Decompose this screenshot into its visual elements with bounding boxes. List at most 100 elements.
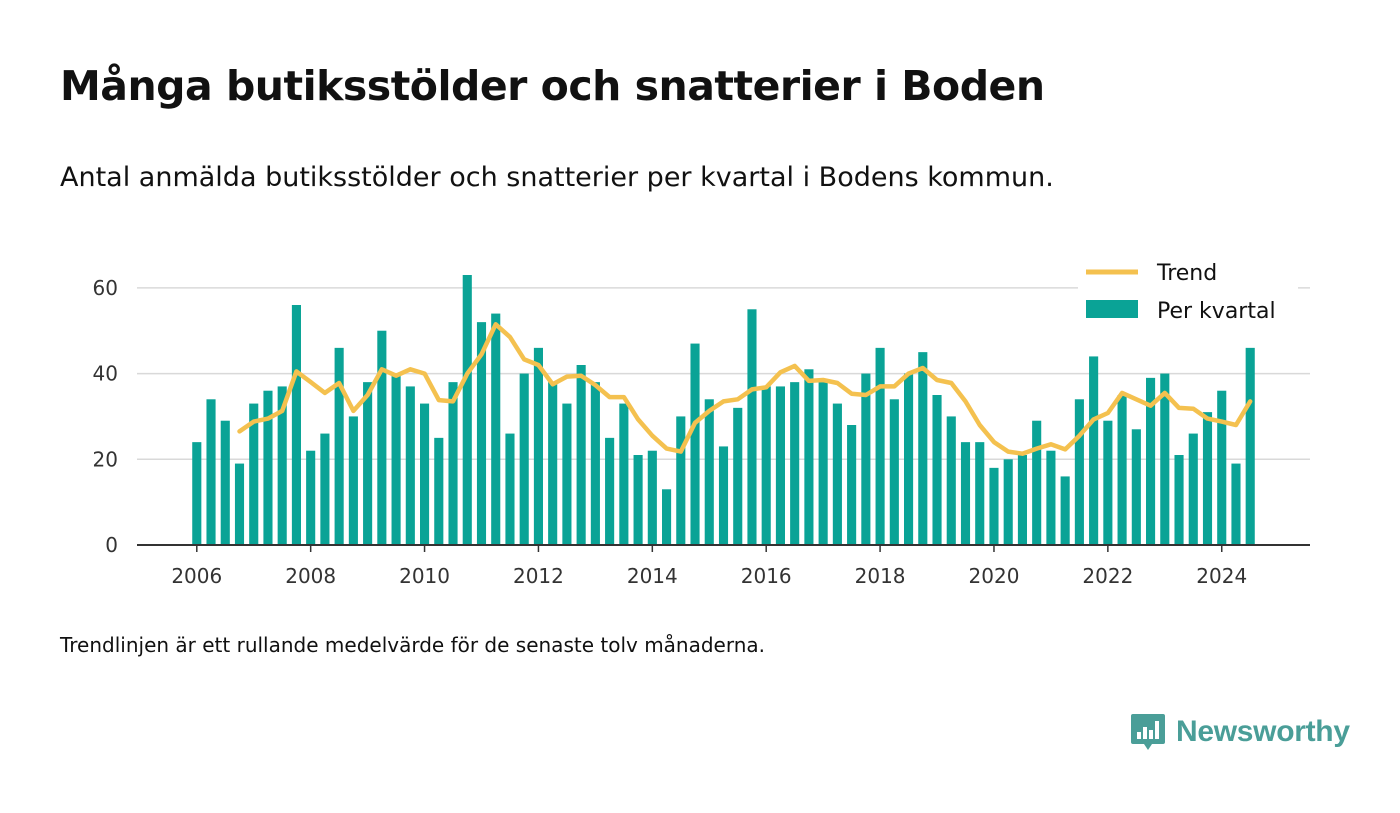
bar bbox=[1146, 377, 1156, 545]
bar bbox=[975, 442, 985, 545]
legend: Trend Per kvartal bbox=[1078, 255, 1298, 331]
legend-bars-swatch bbox=[1086, 300, 1138, 318]
x-tick-label: 2014 bbox=[627, 564, 678, 588]
x-tick-label: 2024 bbox=[1196, 564, 1247, 588]
bar bbox=[704, 399, 714, 545]
bar bbox=[1174, 455, 1184, 545]
trend-line bbox=[237, 322, 1253, 456]
bar bbox=[647, 450, 657, 545]
bar bbox=[605, 437, 615, 545]
bar bbox=[249, 403, 259, 545]
y-tick-label: 60 bbox=[93, 276, 118, 300]
x-tick-label: 2008 bbox=[285, 564, 336, 588]
bar bbox=[847, 425, 857, 545]
bar bbox=[875, 347, 885, 545]
bar bbox=[761, 386, 771, 545]
x-tick-label: 2020 bbox=[969, 564, 1020, 588]
bar bbox=[1202, 412, 1213, 545]
bar bbox=[405, 386, 415, 545]
bar bbox=[334, 347, 344, 545]
bar bbox=[291, 305, 301, 545]
bar bbox=[1117, 395, 1127, 545]
y-tick-label: 20 bbox=[93, 447, 118, 471]
bar bbox=[1089, 356, 1099, 545]
chart-title: Många butiksstölder och snatterier i Bod… bbox=[60, 62, 1045, 110]
bar bbox=[946, 416, 956, 545]
axes: 0 20 40 60 2006 2008 2010 2012 2014 2016 2018 2020 2… bbox=[93, 276, 1310, 588]
chart-subtitle: Antal anmälda butiksstölder och snatteri… bbox=[60, 162, 1054, 193]
bar bbox=[1060, 476, 1070, 545]
bar bbox=[320, 433, 330, 545]
bar bbox=[377, 330, 387, 545]
bar bbox=[348, 416, 358, 545]
bar bbox=[690, 343, 700, 545]
bar-series bbox=[192, 275, 1255, 545]
bar bbox=[1032, 420, 1042, 545]
bar bbox=[718, 446, 729, 545]
y-tick-label: 0 bbox=[105, 533, 118, 557]
bar bbox=[1245, 347, 1255, 545]
bar bbox=[277, 386, 287, 545]
bar bbox=[1160, 373, 1170, 545]
newsworthy-logo-icon bbox=[1131, 714, 1165, 750]
x-tick-label: 2022 bbox=[1082, 564, 1133, 588]
bar bbox=[733, 407, 743, 545]
bar bbox=[1003, 459, 1013, 545]
bar bbox=[904, 373, 914, 545]
bar bbox=[505, 433, 515, 545]
bar bbox=[1046, 450, 1056, 545]
bar bbox=[747, 309, 757, 545]
bar bbox=[519, 373, 529, 545]
bar bbox=[918, 352, 928, 545]
x-tick-label: 2006 bbox=[171, 564, 222, 588]
bar bbox=[775, 386, 785, 545]
legend-bars-label: Per kvartal bbox=[1157, 299, 1276, 324]
bar bbox=[889, 399, 899, 545]
bar bbox=[363, 382, 373, 545]
bar bbox=[533, 347, 543, 545]
bar bbox=[206, 399, 216, 545]
bar bbox=[1131, 429, 1141, 545]
x-tick-label: 2016 bbox=[741, 564, 792, 588]
bar bbox=[818, 382, 828, 545]
bar bbox=[662, 489, 672, 545]
x-tick-label: 2010 bbox=[399, 564, 450, 588]
bar bbox=[420, 403, 430, 545]
bar bbox=[1103, 420, 1113, 545]
bar bbox=[1231, 463, 1241, 545]
bar bbox=[619, 403, 629, 545]
bar bbox=[562, 403, 572, 545]
bar bbox=[434, 437, 444, 545]
bar-line-chart: 0 20 40 60 2006 2008 2010 2012 2014 2016 2018 2020 2… bbox=[93, 255, 1310, 588]
bar bbox=[263, 390, 273, 545]
bar bbox=[989, 467, 999, 545]
bar bbox=[234, 463, 245, 545]
bar bbox=[192, 442, 202, 545]
newsworthy-logo: Newsworthy bbox=[1130, 708, 1350, 756]
bar bbox=[476, 322, 487, 545]
x-tick-label: 2012 bbox=[513, 564, 564, 588]
trend-series bbox=[237, 322, 1253, 456]
bar bbox=[462, 275, 472, 545]
bar bbox=[220, 420, 230, 545]
footnote: Trendlinjen är ett rullande medelvärde f… bbox=[60, 633, 766, 657]
bar bbox=[306, 450, 316, 545]
bar bbox=[590, 382, 600, 545]
bar bbox=[932, 395, 942, 545]
bar bbox=[676, 416, 686, 545]
bar bbox=[861, 373, 871, 545]
legend-background bbox=[1078, 255, 1298, 331]
bar bbox=[548, 382, 558, 545]
bar bbox=[576, 365, 586, 545]
bar bbox=[790, 382, 800, 545]
logo-text: Newsworthy bbox=[1176, 715, 1350, 748]
bar bbox=[960, 442, 971, 545]
bar bbox=[1074, 399, 1084, 545]
bar bbox=[1017, 455, 1027, 545]
y-tick-label: 40 bbox=[93, 362, 118, 386]
x-tick-label: 2018 bbox=[855, 564, 906, 588]
legend-trend-label: Trend bbox=[1156, 261, 1217, 286]
bar bbox=[1217, 390, 1227, 545]
bar bbox=[391, 373, 401, 545]
bar bbox=[633, 455, 643, 545]
